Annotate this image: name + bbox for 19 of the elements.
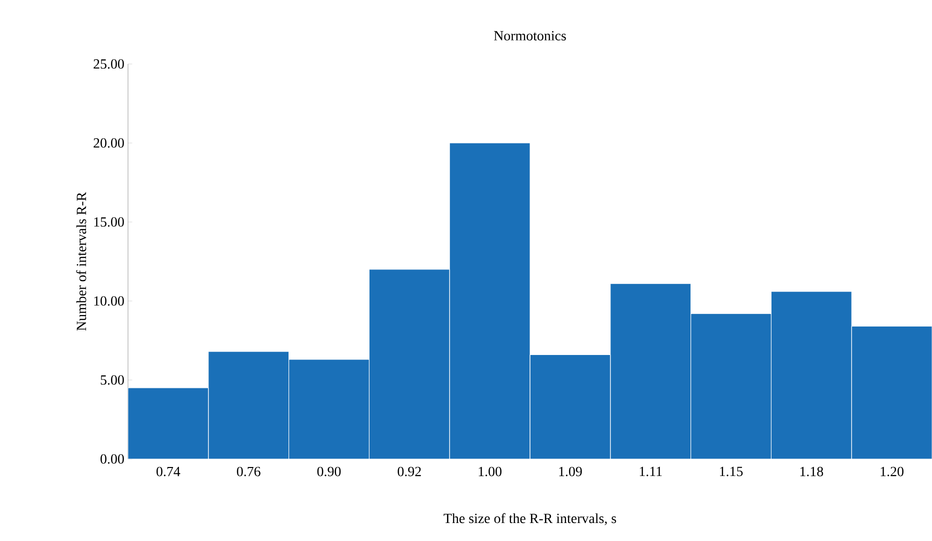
x-axis-title: The size of the R-R intervals, s xyxy=(444,513,616,526)
y-tick-label: 15.00 xyxy=(94,217,124,227)
y-tick-label: 5.00 xyxy=(100,375,124,385)
y-tick-label: 20.00 xyxy=(94,138,124,148)
x-tick-label: 1.00 xyxy=(478,466,502,476)
x-tick-label: 0.92 xyxy=(398,466,421,476)
x-tick-label: 1.09 xyxy=(559,466,582,476)
x-tick-label: 0.76 xyxy=(236,466,260,476)
y-axis-title: Number of intervals R-R xyxy=(76,192,86,331)
x-tick-label: 0.90 xyxy=(317,466,341,476)
x-tick-label: 1.18 xyxy=(800,466,824,476)
chart-title: Normotonics xyxy=(494,31,566,40)
y-tick-label: 25.00 xyxy=(94,59,124,69)
x-tick-label: 1.20 xyxy=(880,466,904,476)
x-tick-label: 0.74 xyxy=(156,466,180,476)
y-tick-label: 10.00 xyxy=(94,296,124,306)
x-tick-label: 1.15 xyxy=(720,466,743,476)
x-tick-label: 1.11 xyxy=(640,466,662,476)
y-tick-label: 0.00 xyxy=(100,454,124,464)
